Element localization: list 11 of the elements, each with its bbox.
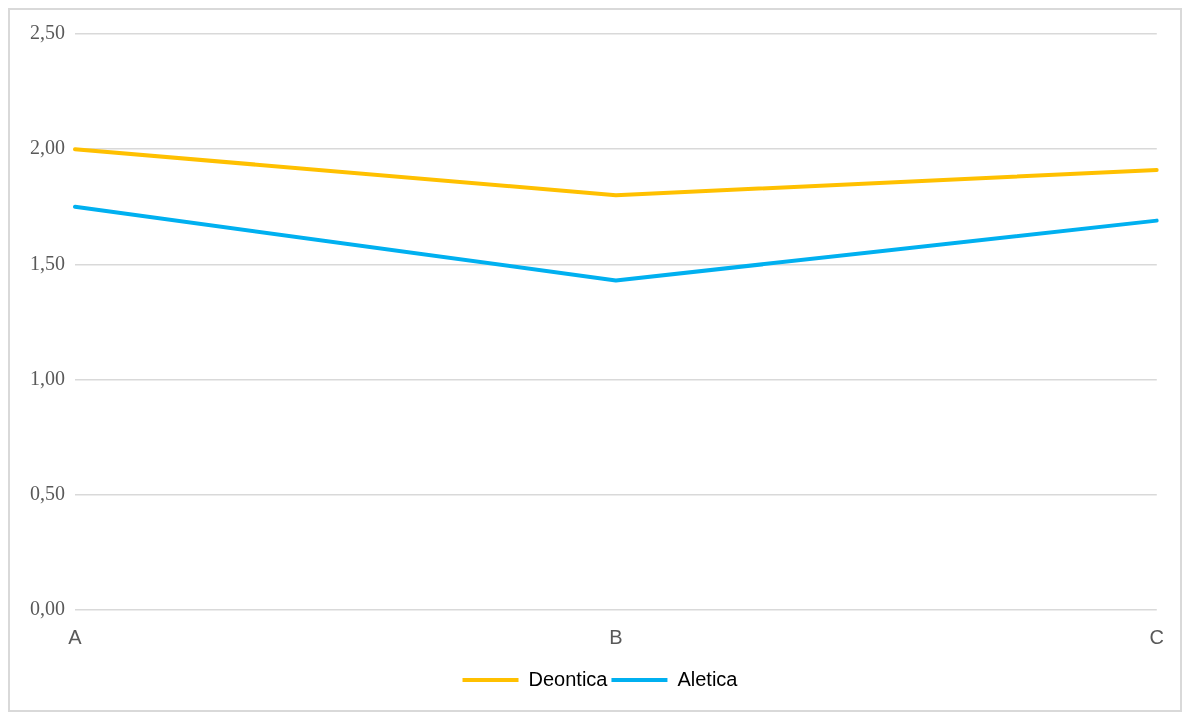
legend-label: Aletica	[677, 667, 739, 690]
y-tick-label: 2,00	[30, 136, 65, 159]
legend-label: Deontica	[528, 667, 609, 690]
x-tick-label: B	[609, 625, 623, 648]
x-tick-label: C	[1149, 625, 1164, 648]
y-tick-label: 0,50	[30, 482, 65, 505]
y-tick-label: 1,00	[30, 366, 65, 389]
x-tick-label: A	[68, 625, 83, 648]
y-tick-label: 2,50	[30, 21, 65, 44]
y-tick-label: 0,00	[30, 597, 65, 620]
y-tick-label: 1,50	[30, 251, 65, 274]
